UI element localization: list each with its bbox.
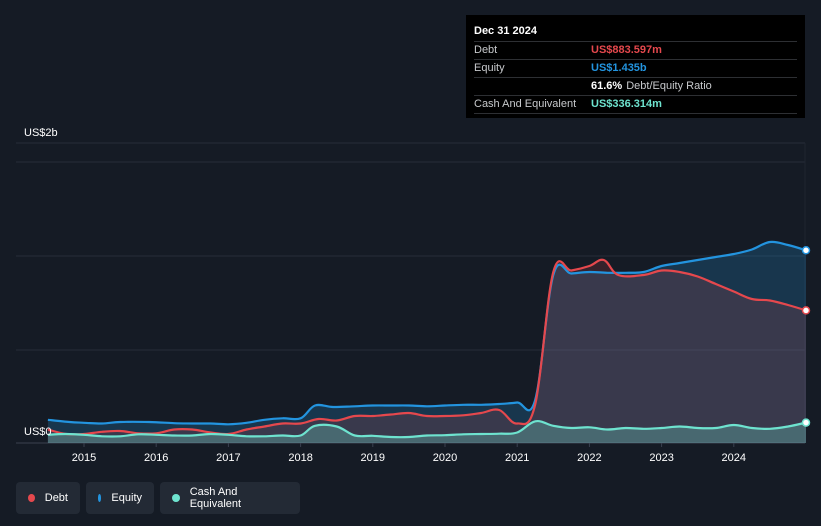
tooltip-date: Dec 31 2024 (474, 25, 537, 37)
x-tick-label: 2024 (722, 452, 746, 464)
tooltip-equity-row: Equity US$1.435b (474, 59, 797, 77)
x-tick-label: 2018 (288, 452, 312, 464)
tooltip-debt-label: Debt (474, 44, 498, 56)
x-tick-label: 2023 (649, 452, 673, 464)
cash-endpoint-marker (801, 418, 811, 427)
tooltip-ratio-spacer (474, 78, 591, 95)
x-tick-label: 2019 (361, 452, 385, 464)
x-tick-label: 2017 (216, 452, 240, 464)
tooltip-cash-value: US$336.314m (591, 98, 662, 110)
x-tick-label: 2022 (577, 452, 601, 464)
equity-endpoint-marker (801, 246, 811, 255)
tooltip-ratio-row: 61.6% Debt/Equity Ratio (474, 77, 797, 95)
legend-item-cash[interactable]: Cash And Equivalent (160, 482, 300, 514)
legend-label-debt: Debt (44, 492, 68, 504)
tooltip-ratio-value: 61.6% (591, 80, 623, 92)
cash-area (47, 421, 806, 443)
y-axis-top-label: US$2b (24, 127, 58, 139)
series-lines (47, 240, 807, 439)
legend-item-debt[interactable]: Debt (16, 482, 80, 514)
gridlines (16, 142, 806, 444)
equity-dot-icon (98, 494, 102, 502)
debt-area (47, 259, 806, 443)
debt-dot-icon (28, 494, 35, 502)
equity-area (47, 241, 806, 443)
equity-line (47, 240, 807, 426)
tooltip-debt-row: Debt US$883.597m (474, 41, 797, 59)
legend: Debt Equity Cash And Equivalent (16, 482, 300, 514)
series-areas (47, 241, 806, 443)
tooltip-panel: Dec 31 2024 Debt US$883.597m Equity US$1… (466, 15, 805, 118)
series-endpoints (801, 246, 811, 427)
tooltip-equity-label: Equity (474, 62, 505, 74)
y-axis-bottom-label: US$0 (24, 426, 52, 438)
x-tick-label: 2021 (505, 452, 529, 464)
debt-line (47, 258, 807, 436)
legend-item-equity[interactable]: Equity (86, 482, 154, 514)
cash-dot-icon (172, 494, 180, 502)
tooltip-ratio-label: Debt/Equity Ratio (626, 80, 712, 92)
tooltip-debt-value: US$883.597m (591, 44, 662, 56)
debt-endpoint-marker (801, 306, 811, 315)
x-tick-label: 2016 (144, 452, 168, 464)
x-tick-label: 2020 (433, 452, 457, 464)
tooltip-cash-row: Cash And Equivalent US$336.314m (474, 95, 797, 114)
x-axis: 2015 2016 2017 2018 2019 2020 2021 2022 2023 2024 (72, 443, 746, 464)
tooltip-cash-label: Cash And Equivalent (474, 98, 577, 110)
legend-label-equity: Equity (111, 492, 142, 504)
x-tick-label: 2015 (72, 452, 96, 464)
cash-line (47, 419, 807, 439)
tooltip-equity-value: US$1.435b (591, 62, 647, 74)
legend-label-cash: Cash And Equivalent (189, 486, 242, 510)
